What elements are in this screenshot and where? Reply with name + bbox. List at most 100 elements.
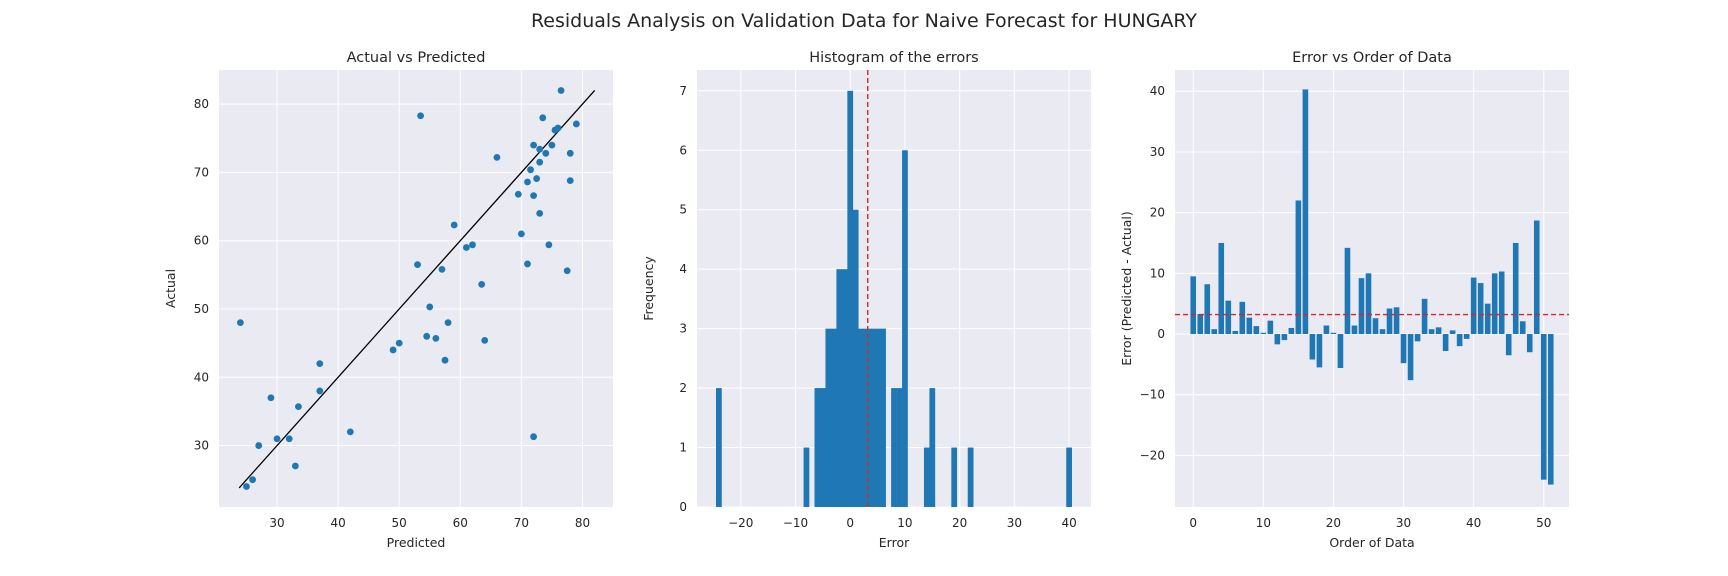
x-tick-label: 30 xyxy=(1007,516,1022,530)
bar xyxy=(1253,326,1260,335)
bar xyxy=(951,447,958,507)
scatter-point xyxy=(545,241,553,249)
scatter-point xyxy=(389,346,397,354)
bar xyxy=(1519,321,1526,335)
scatter-point xyxy=(236,319,244,327)
scatter-point xyxy=(316,360,324,368)
bar xyxy=(819,388,826,507)
scatter-point xyxy=(414,261,421,269)
scatter-point xyxy=(450,221,458,229)
scatter-point xyxy=(243,483,250,490)
x-tick-label: 40 xyxy=(330,516,345,530)
y-tick-label: −10 xyxy=(1140,388,1165,402)
scatter-point xyxy=(432,334,440,342)
scatter-point xyxy=(566,149,574,157)
bar xyxy=(1344,247,1351,335)
y-tick-label: 1 xyxy=(679,441,687,455)
y-tick-label: 3 xyxy=(679,322,687,336)
y-axis-label: Frequency xyxy=(641,256,656,321)
scatter-point xyxy=(267,394,275,402)
x-tick-label: 70 xyxy=(514,516,529,530)
scatter-point xyxy=(481,336,489,344)
bar xyxy=(896,388,903,507)
bar xyxy=(1491,273,1498,335)
y-tick-label: 4 xyxy=(679,262,687,276)
bar xyxy=(1365,273,1372,335)
error-histogram-panel: −20 −10 0 10 20 30 40 0 1 2 3 4 5 6 7 Histogram of the … xyxy=(641,50,1091,550)
bar xyxy=(869,328,875,507)
scatter-point xyxy=(542,149,550,157)
y-tick-label: 60 xyxy=(194,234,209,248)
bar xyxy=(1463,334,1470,339)
y-tick-label: 30 xyxy=(1150,145,1165,159)
error-vs-order-panel: 0 10 20 30 40 50 −20 −10 0 10 20 30 40 Error vs Order… xyxy=(1119,50,1569,550)
y-tick-label: 7 xyxy=(679,84,687,98)
x-tick-label: 40 xyxy=(1466,516,1481,530)
scatter-point xyxy=(285,435,293,443)
y-tick-label: 5 xyxy=(679,203,687,217)
bar xyxy=(891,388,897,507)
bar xyxy=(1295,200,1302,335)
x-axis-label: Order of Data xyxy=(1329,535,1414,550)
bar xyxy=(1407,334,1414,381)
identity-line xyxy=(238,90,596,489)
x-tick-label: 0 xyxy=(1189,516,1197,530)
bar xyxy=(1066,447,1072,507)
scatter-point xyxy=(423,332,431,340)
bar xyxy=(902,150,908,507)
bar xyxy=(1442,334,1449,352)
bar xyxy=(1498,271,1505,335)
x-tick-label: 20 xyxy=(952,516,967,530)
scatter-point xyxy=(563,267,571,275)
bar xyxy=(1358,278,1365,335)
bar xyxy=(1281,334,1288,341)
bar xyxy=(1526,334,1533,353)
bar xyxy=(852,209,859,508)
bar xyxy=(1428,329,1435,335)
scatter-point xyxy=(527,166,534,174)
y-tick-label: 2 xyxy=(679,381,687,395)
scatter-point xyxy=(417,112,424,120)
y-tick-label: −20 xyxy=(1140,448,1165,462)
scatter-point xyxy=(530,192,537,200)
bar xyxy=(874,328,881,507)
scatter-point xyxy=(346,428,354,436)
bar xyxy=(1435,327,1442,335)
x-tick-label: 20 xyxy=(1326,516,1341,530)
bar xyxy=(1533,220,1540,335)
bar xyxy=(1386,308,1393,335)
scatter-point xyxy=(273,435,281,443)
bar xyxy=(836,269,843,507)
x-tick-label: −20 xyxy=(728,516,753,530)
scatter-point xyxy=(554,124,562,132)
y-tick-label: 70 xyxy=(194,165,209,179)
scatter-point xyxy=(530,433,537,441)
bar xyxy=(1309,334,1316,360)
x-tick-label: 40 xyxy=(1061,516,1076,530)
scatter-point xyxy=(536,158,544,166)
figure-title: Residuals Analysis on Validation Data fo… xyxy=(531,10,1197,32)
bar xyxy=(1267,320,1274,335)
bar xyxy=(1197,313,1204,335)
bar xyxy=(1323,325,1330,335)
bar xyxy=(1211,329,1218,335)
bar xyxy=(830,328,837,507)
scatter-point xyxy=(395,339,403,347)
bar xyxy=(1470,277,1477,335)
bar xyxy=(923,447,930,507)
bar xyxy=(1190,276,1197,335)
x-tick-label: 50 xyxy=(392,516,407,530)
scatter-point xyxy=(316,387,324,395)
bar xyxy=(1288,327,1295,335)
scatter-point xyxy=(536,209,544,217)
scatter-point xyxy=(249,476,256,484)
bar xyxy=(1302,89,1309,335)
bar xyxy=(1372,318,1379,335)
y-tick-label: 30 xyxy=(194,439,209,453)
actual-vs-predicted-panel: 30 40 50 60 70 80 30 40 50 60 70 80 Actual vs Predic… xyxy=(163,50,613,550)
x-tick-label: 10 xyxy=(1256,516,1271,530)
bar xyxy=(1218,242,1225,335)
bar xyxy=(1456,334,1463,347)
chart-title: Error vs Order of Data xyxy=(1292,50,1452,66)
y-tick-label: 80 xyxy=(194,97,209,111)
